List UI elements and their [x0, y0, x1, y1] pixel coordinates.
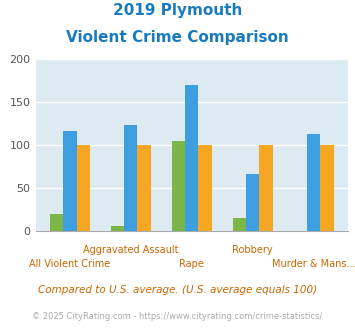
- Text: Aggravated Assault: Aggravated Assault: [83, 245, 179, 255]
- Bar: [246, 174, 260, 231]
- Legend: Plymouth, Michigan, National: Plymouth, Michigan, National: [40, 326, 344, 330]
- Bar: [124, 125, 137, 231]
- Text: All Violent Crime: All Violent Crime: [29, 259, 110, 269]
- Text: Violent Crime Comparison: Violent Crime Comparison: [66, 30, 289, 45]
- Text: Rape: Rape: [179, 259, 204, 269]
- Text: 2019 Plymouth: 2019 Plymouth: [113, 3, 242, 18]
- Bar: [198, 145, 212, 231]
- Bar: [77, 145, 90, 231]
- Bar: [307, 134, 320, 231]
- Bar: [185, 85, 198, 231]
- Bar: [137, 145, 151, 231]
- Bar: [111, 226, 124, 231]
- Bar: [171, 141, 185, 231]
- Text: Robbery: Robbery: [232, 245, 273, 255]
- Bar: [63, 131, 77, 231]
- Text: © 2025 CityRating.com - https://www.cityrating.com/crime-statistics/: © 2025 CityRating.com - https://www.city…: [32, 312, 323, 321]
- Text: Murder & Mans...: Murder & Mans...: [272, 259, 355, 269]
- Text: Compared to U.S. average. (U.S. average equals 100): Compared to U.S. average. (U.S. average …: [38, 285, 317, 295]
- Bar: [260, 145, 273, 231]
- Bar: [50, 214, 63, 231]
- Bar: [320, 145, 334, 231]
- Bar: [233, 218, 246, 231]
